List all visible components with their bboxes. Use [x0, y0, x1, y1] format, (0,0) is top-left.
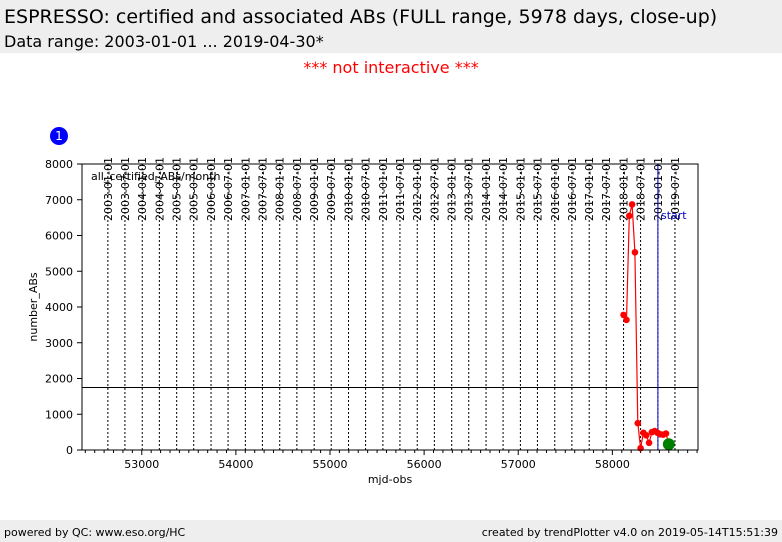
date-tick-label: 2013-07-01	[463, 157, 476, 221]
date-tick-label: 2003-07-01	[119, 157, 132, 221]
info-badge[interactable]	[50, 127, 68, 145]
date-tick-label: 2006-07-01	[222, 157, 235, 221]
y-axis-label: number_ABs	[27, 272, 40, 342]
date-tick-label: 2010-01-01	[343, 157, 356, 221]
data-point	[631, 249, 639, 256]
info-badge-label: 1	[55, 129, 63, 143]
data-point	[662, 430, 670, 437]
date-tick-label: 2011-07-01	[394, 157, 407, 221]
date-tick-label: 2017-01-01	[583, 157, 596, 221]
x-axis-label: mjd-obs	[368, 473, 413, 486]
data-point	[628, 201, 636, 208]
date-tick-label: 2014-07-01	[497, 157, 510, 221]
y-tick-label: 3000	[45, 337, 73, 350]
date-tick-label: 2019-07-01	[669, 157, 682, 221]
y-tick-label: 2000	[45, 373, 73, 386]
x-tick-label: 58000	[595, 458, 630, 471]
header-bar: ESPRESSO: certified and associated ABs (…	[0, 0, 782, 53]
date-tick-label: 2008-01-01	[274, 157, 287, 221]
date-tick-label: 2009-01-01	[308, 157, 321, 221]
date-tick-label: 2004-01-01	[136, 157, 149, 221]
date-tick-label: 2005-07-01	[188, 157, 201, 221]
date-tick-label: 2005-01-01	[171, 157, 184, 221]
series-layer: start	[82, 164, 698, 452]
page-title: ESPRESSO: certified and associated ABs (…	[4, 6, 718, 28]
x-axis-ticks: 53000 54000 55000 56000 57000 58000	[84, 450, 698, 471]
data-point	[637, 444, 644, 452]
date-tick-label: 2007-01-01	[239, 157, 252, 221]
footer-created-by: created by trendPlotter v4.0 on 2019-05-…	[481, 526, 778, 539]
data-point	[620, 311, 627, 319]
y-tick-label: 4000	[45, 301, 73, 314]
date-tick-label: 2016-07-01	[566, 157, 579, 221]
y-tick-label: 1000	[45, 408, 73, 421]
data-point	[634, 419, 642, 427]
y-tick-label: 6000	[45, 230, 73, 243]
footer-powered-by: powered by QC: www.eso.org/HC	[4, 526, 186, 539]
footer-bar: powered by QC: www.eso.org/HC created by…	[0, 520, 782, 542]
date-tick-label: 2007-07-01	[256, 157, 269, 221]
data-point	[623, 316, 630, 324]
date-tick-label: 2016-01-01	[549, 157, 562, 221]
date-tick-label: 2012-07-01	[428, 157, 441, 221]
x-tick-label: 56000	[407, 458, 442, 471]
plot-frame	[81, 163, 699, 451]
not-interactive-notice: *** not interactive ***	[303, 58, 479, 77]
date-tick-label: 2011-01-01	[377, 157, 390, 221]
y-tick-label: 7000	[45, 194, 73, 207]
data-point	[642, 432, 650, 439]
date-tick-label: 2009-07-01	[325, 157, 338, 221]
date-tick-label: 2015-07-01	[531, 157, 544, 221]
date-tick-label: 2003-01-01	[102, 157, 115, 221]
data-range-subtitle: Data range: 2003-01-01 ... 2019-04-30*	[4, 32, 324, 51]
date-tick-label: 2017-07-01	[600, 157, 613, 221]
series-label: all_certified_ABs/month	[91, 170, 220, 183]
date-axis-labels: 2003-01-01 2003-07-01 2004-01-01 2004-07-01…	[102, 157, 682, 221]
series-line	[623, 204, 670, 449]
date-tick-label: 2012-01-01	[411, 157, 424, 221]
y-tick-label: 5000	[45, 265, 73, 278]
y-tick-label: 0	[66, 444, 73, 457]
date-tick-label: 2008-07-01	[291, 157, 304, 221]
x-tick-label: 53000	[124, 458, 159, 471]
date-tick-label: 2018-07-01	[635, 157, 648, 221]
x-tick-label: 54000	[218, 458, 253, 471]
y-axis-ticks: 0 1000 2000 3000 4000 5000 6000 7000 8000	[45, 158, 82, 457]
x-tick-label: 57000	[501, 458, 536, 471]
date-tick-label: 2014-01-01	[480, 157, 493, 221]
latest-data-point	[662, 438, 675, 451]
date-tick-label: 2006-01-01	[205, 157, 218, 221]
date-tick-label: 2015-01-01	[514, 157, 527, 221]
data-point	[625, 212, 633, 220]
x-tick-label: 55000	[313, 458, 348, 471]
y-tick-label: 8000	[45, 158, 73, 171]
data-point	[645, 439, 653, 447]
date-tick-label: 2010-07-01	[360, 157, 373, 221]
date-tick-label: 2004-07-01	[153, 157, 166, 221]
date-tick-label: 2018-01-01	[618, 157, 631, 221]
start-marker-label: start	[661, 209, 687, 222]
date-tick-label: 2013-01-01	[446, 157, 459, 221]
